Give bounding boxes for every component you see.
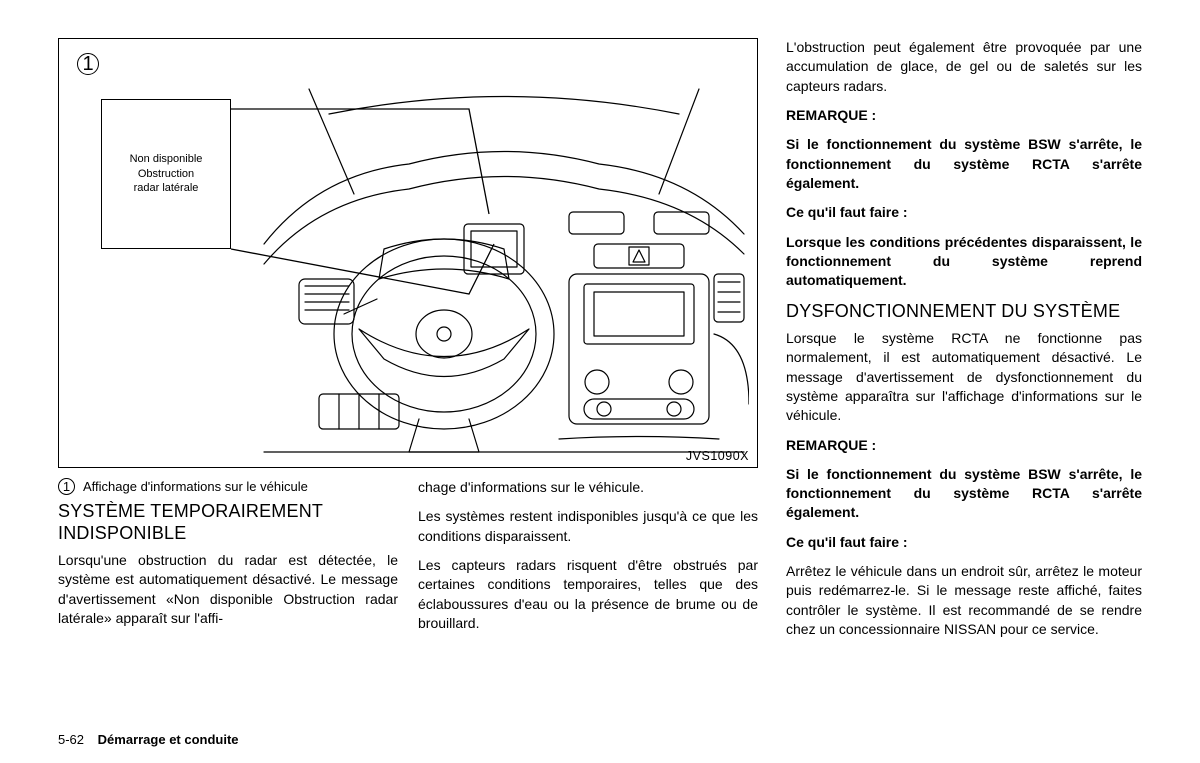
right-p2: Lorsque le système RCTA ne fonctionne pa… [786, 329, 1142, 426]
legend-number: 1 [58, 478, 75, 495]
warning-line-3: radar latérale [134, 182, 199, 194]
note2-body: Si le fonctionnement du système BSW s'ar… [786, 465, 1142, 523]
mid-col-p1: chage d'informations sur le véhicule. [418, 478, 758, 497]
dashboard-illustration [259, 84, 749, 454]
right-p1: L'obstruction peut également être provoq… [786, 38, 1142, 96]
figure-callout-number: 1 [77, 53, 99, 75]
heading-system-unavailable: SYSTÈME TEMPORAIREMENT INDISPONIBLE [58, 500, 398, 545]
page-footer: 5-62 Démarrage et conduite [58, 732, 239, 747]
note1-body: Si le fonctionnement du système BSW s'ar… [786, 135, 1142, 193]
figure-frame: 1 Non disponible Obstruction radar latér… [58, 38, 758, 468]
warning-message-box: Non disponible Obstruction radar latéral… [101, 99, 231, 249]
todo2-body: Arrêtez le véhicule dans un endroit sûr,… [786, 562, 1142, 639]
todo1-label: Ce qu'il faut faire : [786, 203, 1142, 222]
note2-label: REMARQUE : [786, 436, 1142, 455]
section-title: Démarrage et conduite [98, 732, 239, 747]
note1-label: REMARQUE : [786, 106, 1142, 125]
left-col-p1: Lorsqu'une obstruction du radar est déte… [58, 551, 398, 628]
figure-legend: 1 Affichage d'informations sur le véhicu… [58, 478, 398, 496]
mid-col-p3: Les capteurs radars risquent d'être obst… [418, 556, 758, 633]
todo2-label: Ce qu'il faut faire : [786, 533, 1142, 552]
warning-line-2: Obstruction [138, 168, 194, 180]
legend-text: Affichage d'informations sur le véhicule [83, 478, 308, 496]
warning-line-1: Non disponible [130, 153, 203, 165]
page-number: 5-62 [58, 732, 84, 747]
heading-system-malfunction: DYSFONCTIONNEMENT DU SYSTÈME [786, 300, 1142, 323]
todo1-body: Lorsque les conditions précédentes dispa… [786, 233, 1142, 291]
figure-code: JVS1090X [686, 449, 749, 463]
mid-col-p2: Les systèmes restent indisponibles jusqu… [418, 507, 758, 546]
